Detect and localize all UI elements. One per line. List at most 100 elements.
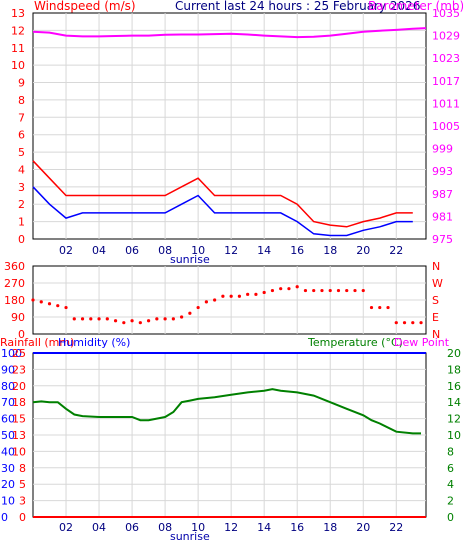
x-tick-label: 02	[59, 521, 73, 534]
humidity-tick: 20	[1, 478, 15, 491]
temperature-label: Temperature (°C)	[307, 336, 403, 349]
barometer-tick: 981	[432, 210, 453, 223]
x-tick-label: 16	[290, 521, 304, 534]
windspeed-label: Windspeed (m/s)	[34, 0, 136, 13]
humidity-tick: 100	[1, 347, 22, 360]
direction-point	[369, 305, 374, 310]
temperature-tick: 6	[447, 462, 454, 475]
x-tick-label: 12	[224, 521, 238, 534]
direction-point	[229, 294, 233, 298]
direction-compass-tick: E	[432, 311, 439, 324]
current-period-label: Current last 24 hours : 25 February 2026	[175, 0, 420, 13]
windspeed-tick: 0	[18, 233, 25, 246]
direction-point	[295, 285, 299, 289]
rainfall-tick: 20	[12, 380, 26, 393]
direction-point	[345, 288, 349, 293]
rainfall-tick: 10	[12, 445, 26, 458]
panel-wind-series	[32, 27, 427, 237]
temperature-tick: 16	[447, 380, 461, 393]
direction-point	[287, 287, 291, 291]
windspeed-tick: 12	[11, 24, 25, 37]
windspeed-tick: 8	[18, 94, 25, 107]
windspeed-tick: 3	[18, 181, 25, 194]
rainfall-tick: 3	[19, 495, 26, 508]
direction-point	[254, 292, 258, 296]
x-tick-label: 16	[290, 244, 304, 257]
direction-point	[56, 304, 60, 308]
dew-point-label: Dew Point	[394, 336, 450, 349]
humidity-tick: 60	[1, 413, 15, 426]
direction-point	[361, 288, 365, 293]
direction-degree-tick: 360	[4, 260, 25, 273]
x-tick-label: 10	[191, 521, 205, 534]
humidity-tick: 10	[1, 495, 15, 508]
x-tick-label: 20	[356, 244, 370, 257]
panel-wind-right-ticks: 975 981 987 993 999 1005 1011 1017 1023 1029 1035	[432, 7, 460, 246]
direction-point	[378, 305, 382, 310]
series-windspeed-gust	[32, 186, 413, 237]
windspeed-tick: 5	[18, 146, 25, 159]
series-barometer	[32, 27, 427, 39]
panel-temp-humidity: 0 010 320 530 840105013601570188020902310025…	[0, 336, 461, 542]
direction-degree-tick: 270	[4, 277, 25, 290]
direction-point	[64, 305, 68, 310]
x-tick-label: 02	[59, 244, 73, 257]
barometer-tick: 1023	[432, 52, 460, 65]
temperature-tick: 14	[447, 396, 461, 409]
series-windspeed	[32, 160, 413, 228]
direction-point	[31, 298, 35, 302]
barometer-tick: 975	[432, 233, 453, 246]
direction-point	[270, 288, 275, 293]
panel-wind-frame	[32, 12, 427, 240]
windspeed-tick: 10	[11, 59, 25, 72]
direction-point	[394, 321, 398, 325]
direction-point	[279, 287, 283, 291]
direction-point	[328, 288, 332, 293]
direction-point	[353, 288, 357, 293]
rainfall-tick: 18	[12, 396, 26, 409]
series-temperature	[32, 388, 421, 435]
barometer-label: Barometer (mb)	[368, 0, 463, 13]
windspeed-tick: 7	[18, 111, 25, 124]
x-tick-label: 08	[158, 244, 172, 257]
windspeed-tick: 9	[18, 77, 25, 90]
windspeed-tick: 13	[11, 7, 25, 20]
direction-degree-tick: 0	[18, 328, 25, 341]
humidity-tick: 50	[1, 429, 15, 442]
direction-point	[47, 302, 52, 306]
direction-compass-tick: N	[432, 260, 440, 273]
temperature-tick: 20	[447, 347, 461, 360]
humidity-tick: 30	[1, 462, 15, 475]
direction-point	[303, 288, 308, 293]
direction-point	[402, 321, 407, 325]
windspeed-tick: 6	[18, 129, 25, 142]
rainfall-tick: 5	[19, 478, 26, 491]
barometer-tick: 1035	[432, 7, 460, 20]
x-tick-label: 22	[389, 521, 403, 534]
x-tick-label: 22	[389, 244, 403, 257]
barometer-tick: 1029	[432, 30, 460, 43]
direction-compass-tick: N	[432, 328, 440, 341]
direction-point	[163, 317, 167, 321]
direction-point	[97, 317, 101, 321]
direction-point	[138, 321, 142, 325]
windspeed-tick: 2	[18, 198, 25, 211]
temperature-tick: 0	[447, 511, 454, 524]
rainfall-tick: 13	[12, 429, 26, 442]
humidity-tick: 80	[1, 380, 15, 393]
direction-point	[80, 317, 85, 321]
temperature-tick: 4	[447, 478, 454, 491]
direction-point	[246, 292, 250, 296]
x-tick-label: 14	[257, 521, 271, 534]
temperature-tick: 8	[447, 445, 454, 458]
barometer-tick: 999	[432, 143, 453, 156]
windspeed-tick: 1	[18, 216, 25, 229]
rainfall-tick: 15	[12, 413, 26, 426]
panel-wind-grid	[33, 13, 426, 239]
panel-dir-left-ticks: 0 90 180 270 360	[4, 260, 25, 341]
panel-temp-grid	[33, 353, 426, 517]
panel-temp-right-ticks: 0 2 4 6 8 10 12 14 16 18 20	[447, 347, 461, 524]
x-tick-label: 04	[92, 521, 106, 534]
